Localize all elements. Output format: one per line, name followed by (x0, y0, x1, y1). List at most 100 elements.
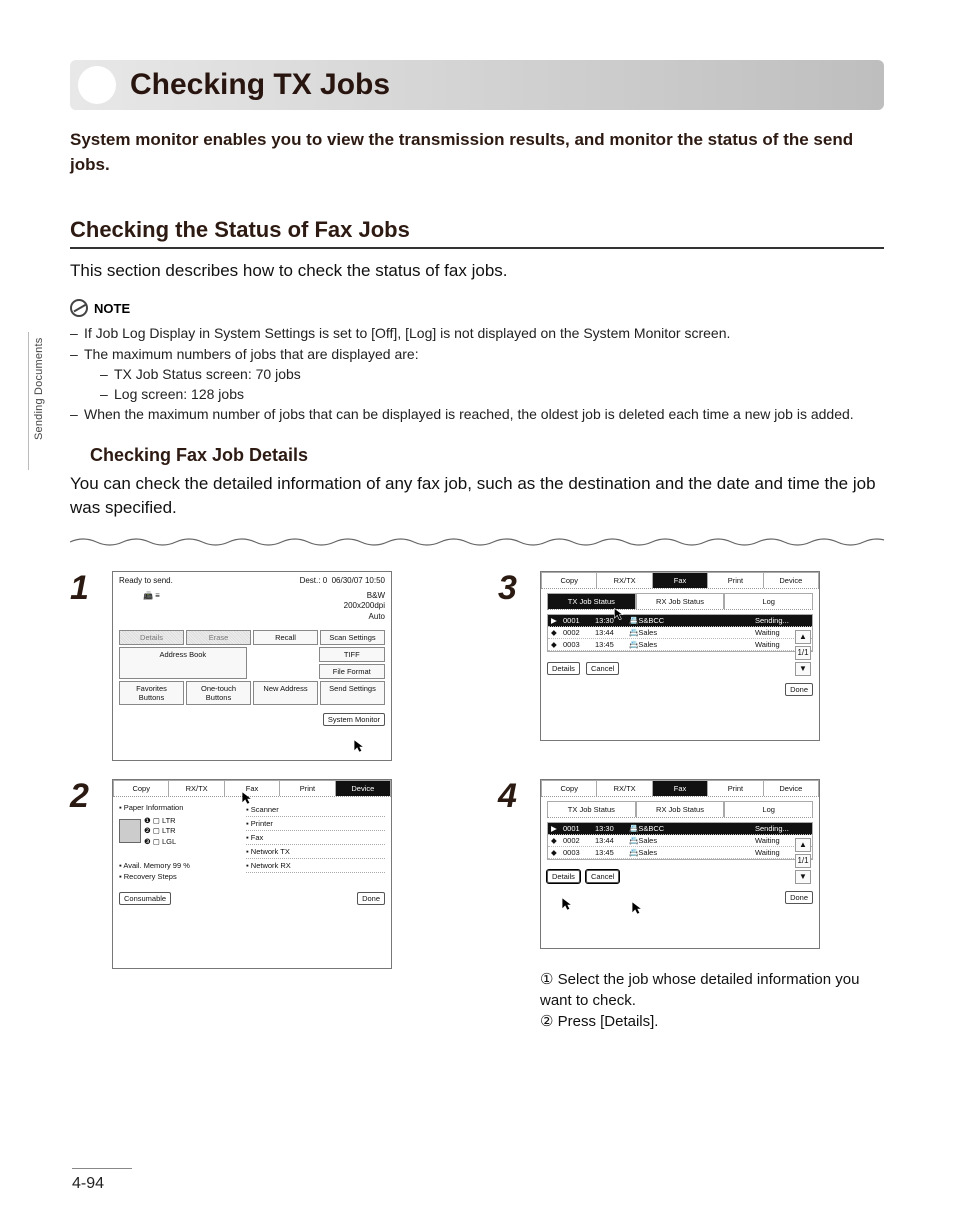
note-head: NOTE (70, 299, 884, 317)
tray-icon (119, 819, 141, 843)
send-settings-button[interactable]: Send Settings (320, 681, 385, 705)
job-no: 0001 (563, 616, 591, 625)
note-subitem: TX Job Status screen: 70 jobs (100, 364, 884, 384)
tab-copy[interactable]: Copy (113, 780, 168, 796)
paper-line: ❷ ▢ LTR (144, 826, 176, 837)
subtab-rx[interactable]: RX Job Status (636, 593, 725, 609)
cancel-button[interactable]: Cancel (586, 870, 619, 883)
job-no: 0002 (563, 628, 591, 637)
new-address-button[interactable]: New Address (253, 681, 318, 705)
subtab-log[interactable]: Log (724, 593, 813, 609)
note-list: If Job Log Display in System Settings is… (70, 323, 884, 424)
scan-settings-button[interactable]: Scan Settings (320, 630, 385, 645)
scroll-down-button[interactable]: ▼ (795, 870, 811, 884)
onetouch-button[interactable]: One-touch Buttons (186, 681, 251, 705)
scroll-down-button[interactable]: ▼ (795, 662, 811, 676)
job-dest: Sales (638, 836, 657, 845)
tab-rxtx[interactable]: RX/TX (168, 780, 223, 796)
details-button[interactable]: Details (119, 630, 184, 645)
tab-fax[interactable]: Fax (224, 780, 279, 796)
job-time: 13:45 (595, 640, 625, 649)
step-4: 4 Copy RX/TX Fax Print Device TX Job Sta… (498, 779, 884, 1032)
job-list: ▶ 0001 13:30 📇S&BCC Sending... ◆ 0002 13… (547, 614, 813, 652)
system-monitor-button[interactable]: System Monitor (323, 713, 385, 726)
tab-print[interactable]: Print (707, 572, 762, 588)
file-format-button[interactable]: File Format (319, 664, 386, 679)
paper-info-label: Paper Information (124, 803, 184, 812)
job-dest: S&BCC (638, 824, 664, 833)
note-icon (70, 299, 88, 317)
step4-note-2: ② Press [Details]. (540, 1011, 884, 1032)
top-tabs: Copy RX/TX Fax Print Device (541, 572, 819, 589)
done-button[interactable]: Done (357, 892, 385, 905)
page-title: Checking TX Jobs (130, 68, 874, 102)
link-network-tx[interactable]: Network TX (246, 845, 385, 859)
job-time: 13:30 (595, 824, 625, 833)
details-button[interactable]: Details (547, 870, 580, 883)
consumable-button[interactable]: Consumable (119, 892, 171, 905)
details-button[interactable]: Details (547, 662, 580, 675)
tab-rxtx[interactable]: RX/TX (596, 572, 651, 588)
tab-rxtx[interactable]: RX/TX (596, 780, 651, 796)
job-row[interactable]: ▶ 0001 13:30 📇S&BCC Sending... (548, 615, 812, 627)
link-printer[interactable]: Printer (246, 817, 385, 831)
note-item: If Job Log Display in System Settings is… (70, 323, 884, 343)
step-1: 1 Ready to send. Dest.: 0 06/30/07 10:50… (70, 571, 456, 761)
subtab-log[interactable]: Log (724, 801, 813, 817)
paper-line: ❸ ▢ LGL (144, 837, 176, 848)
tab-print[interactable]: Print (707, 780, 762, 796)
scroll-up-button[interactable]: ▲ (795, 630, 811, 644)
side-tab: Sending Documents (28, 332, 45, 470)
job-no: 0002 (563, 836, 591, 845)
subtab-rx[interactable]: RX Job Status (636, 801, 725, 817)
link-fax[interactable]: Fax (246, 831, 385, 845)
fax-glyph: 📠 ≡ (143, 591, 160, 622)
job-mark: ◆ (551, 836, 559, 845)
subtab-tx[interactable]: TX Job Status (547, 593, 636, 609)
setting-auto: Auto (344, 612, 385, 622)
address-book-button[interactable]: Address Book (119, 647, 247, 679)
section-desc: This section describes how to check the … (70, 261, 884, 281)
tab-copy[interactable]: Copy (541, 780, 596, 796)
tab-device[interactable]: Device (335, 780, 391, 796)
paper-line: ❶ ▢ LTR (144, 816, 176, 827)
job-mark: ▶ (551, 616, 559, 625)
note-label: NOTE (94, 301, 130, 316)
scroll-up-button[interactable]: ▲ (795, 838, 811, 852)
tab-fax[interactable]: Fax (652, 780, 707, 796)
job-row[interactable]: ▶ 0001 13:30 📇S&BCC Sending... (548, 823, 812, 835)
tab-fax[interactable]: Fax (652, 572, 707, 588)
recall-button[interactable]: Recall (253, 630, 318, 645)
job-row[interactable]: ◆ 0003 13:45 📇Sales Waiting (548, 639, 812, 651)
subtab-tx[interactable]: TX Job Status (547, 801, 636, 817)
done-button[interactable]: Done (785, 683, 813, 696)
intro-text: System monitor enables you to view the t… (70, 128, 884, 177)
step-number: 3 (498, 571, 526, 761)
job-row[interactable]: ◆ 0002 13:44 📇Sales Waiting (548, 835, 812, 847)
memory-label: Avail. Memory 99 % (123, 861, 190, 870)
date-text: 06/30/07 10:50 (332, 576, 385, 585)
link-network-rx[interactable]: Network RX (246, 859, 385, 873)
step-number: 4 (498, 779, 526, 949)
favorites-button[interactable]: Favorites Buttons (119, 681, 184, 705)
job-mark: ◆ (551, 848, 559, 857)
cancel-button[interactable]: Cancel (586, 662, 619, 675)
job-dest: Sales (638, 848, 657, 857)
done-button[interactable]: Done (785, 891, 813, 904)
title-bar: Checking TX Jobs (70, 60, 884, 110)
job-dest: Sales (638, 628, 657, 637)
job-row[interactable]: ◆ 0002 13:44 📇Sales Waiting (548, 627, 812, 639)
link-scanner[interactable]: Scanner (246, 803, 385, 817)
tab-print[interactable]: Print (279, 780, 334, 796)
section-heading: Checking the Status of Fax Jobs (70, 217, 884, 249)
job-no: 0001 (563, 824, 591, 833)
job-row[interactable]: ◆ 0003 13:45 📇Sales Waiting (548, 847, 812, 859)
job-no: 0003 (563, 640, 591, 649)
tab-device[interactable]: Device (763, 780, 819, 796)
screenshot-txstatus-b: Copy RX/TX Fax Print Device TX Job Statu… (540, 779, 820, 949)
note-item-text: The maximum numbers of jobs that are dis… (84, 346, 419, 362)
tab-copy[interactable]: Copy (541, 572, 596, 588)
erase-button[interactable]: Erase (186, 630, 251, 645)
job-time: 13:45 (595, 848, 625, 857)
tab-device[interactable]: Device (763, 572, 819, 588)
